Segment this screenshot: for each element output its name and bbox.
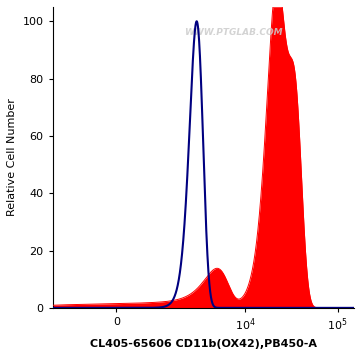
- Text: WWW.PTGLAB.COM: WWW.PTGLAB.COM: [184, 28, 283, 37]
- Y-axis label: Relative Cell Number: Relative Cell Number: [7, 99, 17, 216]
- X-axis label: CL405-65606 CD11b(OX42),PB450-A: CL405-65606 CD11b(OX42),PB450-A: [90, 339, 317, 349]
